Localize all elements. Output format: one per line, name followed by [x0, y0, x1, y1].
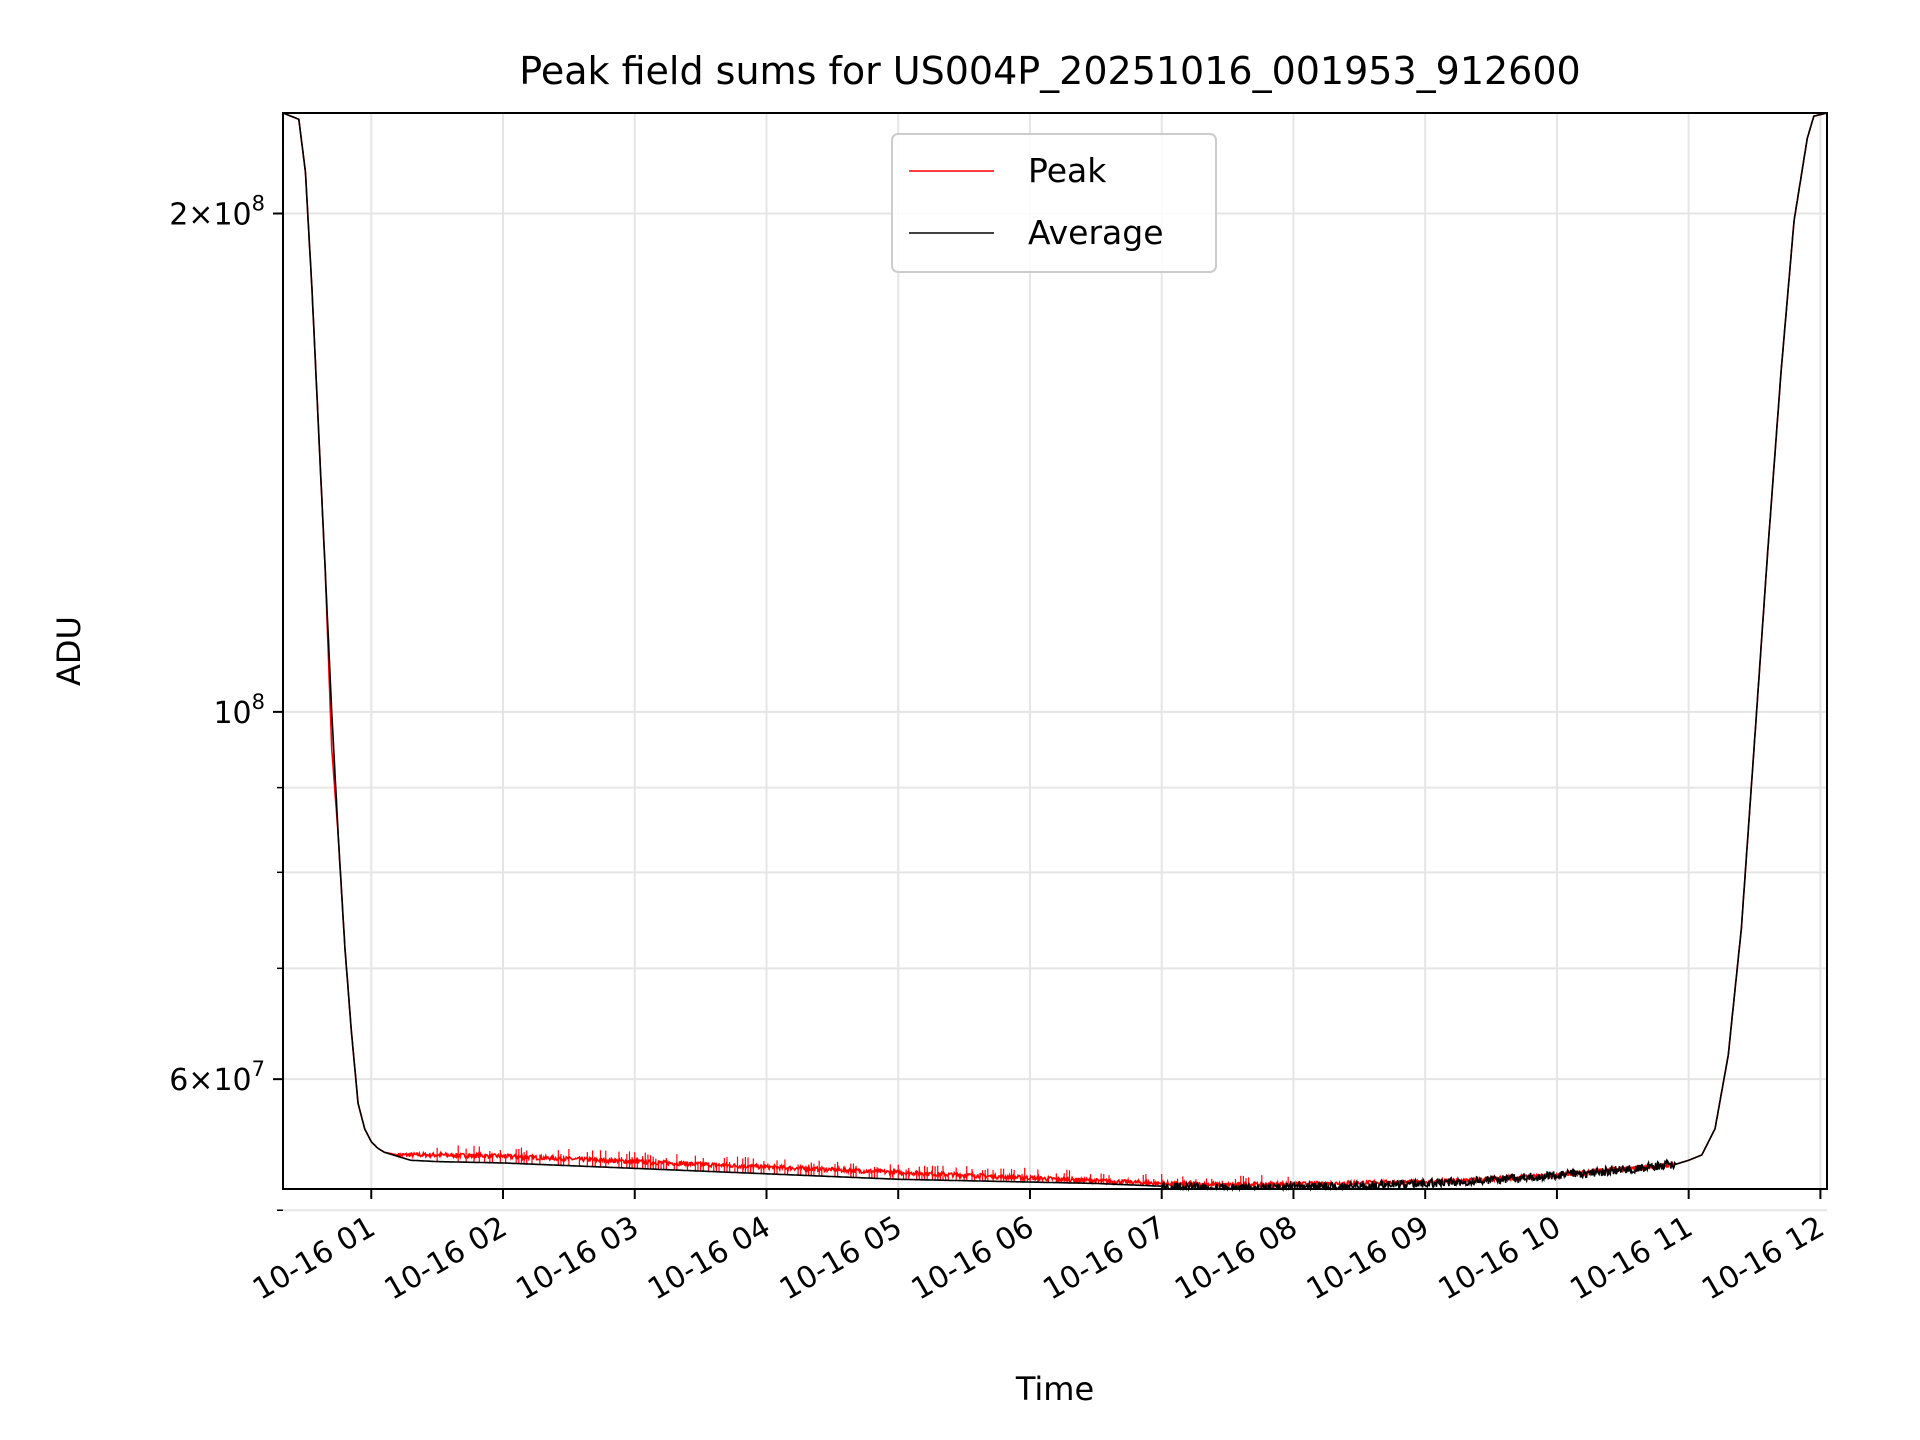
y-tick-times: × [188, 197, 213, 232]
y-tick-exponent: 8 [252, 191, 265, 215]
y-tick-mantissa: 6 [169, 1063, 188, 1098]
grid [283, 113, 1827, 1212]
y-tick-mantissa: 2 [169, 197, 188, 232]
y-tick-exponent: 7 [252, 1057, 265, 1081]
y-tick-base: 10 [213, 197, 251, 232]
peak-spikes [436, 1145, 1289, 1189]
legend: Peak Average [891, 133, 1217, 273]
legend-label-average: Average [1028, 213, 1164, 252]
y-tick-label: 108 [213, 690, 265, 731]
series-line-average [282, 112, 1827, 1193]
y-tick-label: 6×107 [169, 1057, 265, 1098]
legend-label-peak: Peak [1028, 151, 1107, 190]
y-tick-exponent: 8 [252, 690, 265, 714]
y-tick-times: × [188, 1063, 213, 1098]
y-axis-label: ADU [50, 616, 88, 686]
y-tick-label: 2×108 [169, 191, 265, 232]
chart-title: Peak field sums for US004P_20251016_0019… [519, 49, 1580, 93]
plot-frame [282, 112, 1828, 1190]
x-axis-label: Time [1015, 1370, 1094, 1408]
y-tick-base: 10 [213, 1063, 251, 1098]
y-tick-base: 10 [213, 696, 251, 731]
legend-box [891, 133, 1217, 273]
series-layer [282, 112, 1827, 1193]
